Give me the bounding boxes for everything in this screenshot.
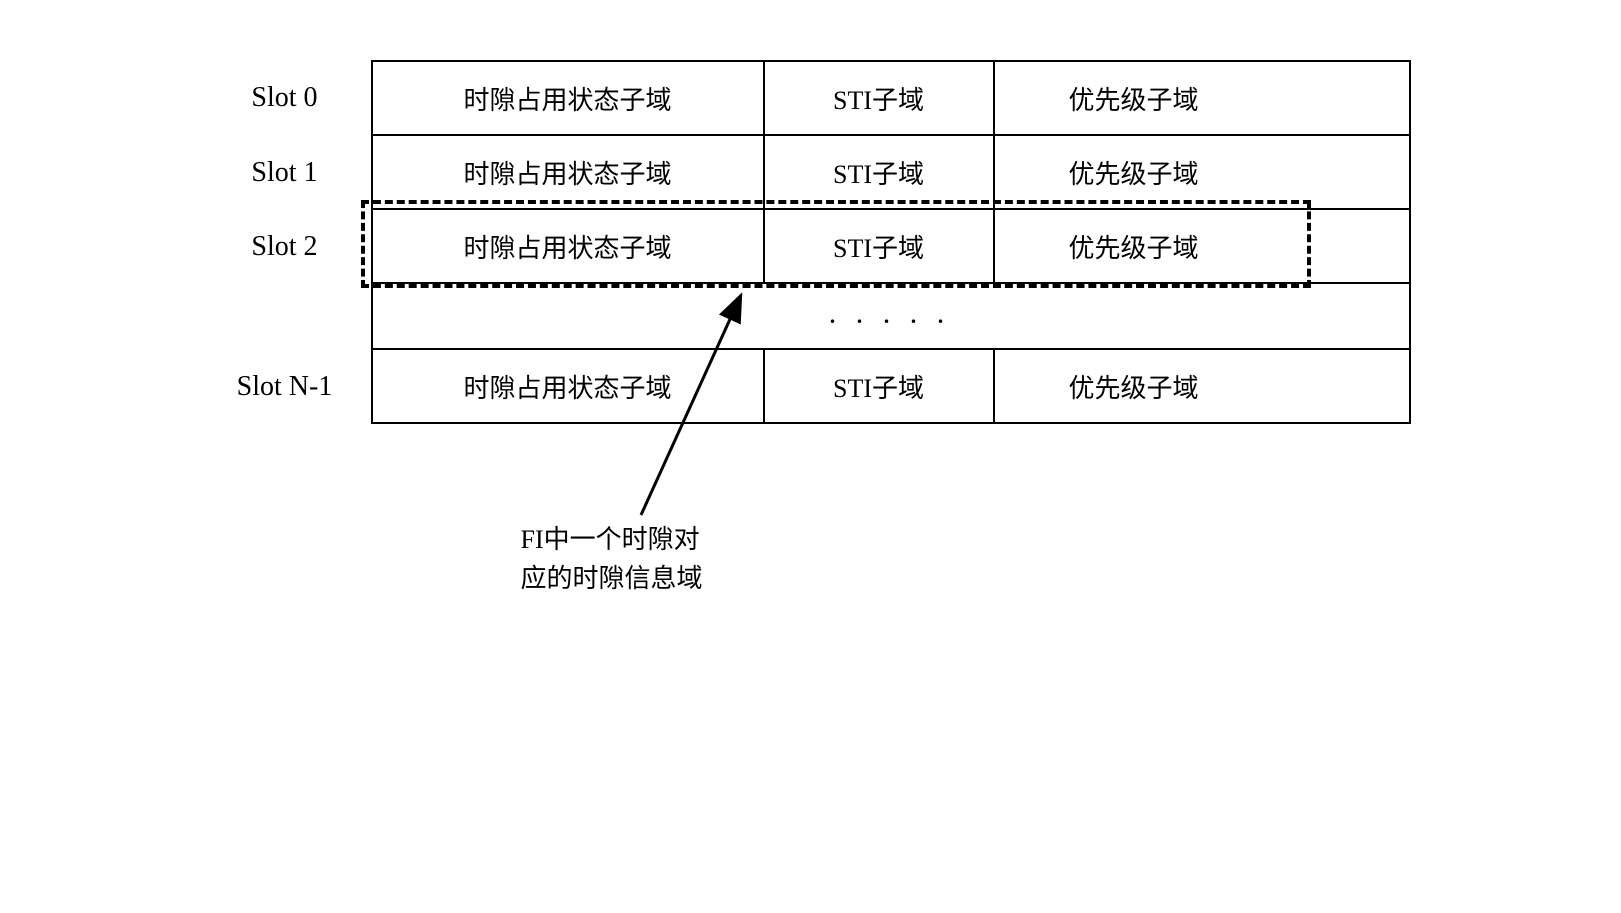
cell-occupation-subfield: 时隙占用状态子域 (373, 62, 763, 134)
table-row: Slot 0 时隙占用状态子域 STI子域 优先级子域 (211, 60, 1411, 136)
caption-line-2: 应的时隙信息域 (521, 559, 703, 598)
cell-sti-subfield: STI子域 (763, 136, 993, 208)
table-row-ellipsis: . . . . . (211, 284, 1411, 350)
row-label-empty (211, 284, 371, 350)
cell-sti-subfield: STI子域 (763, 62, 993, 134)
row-label-slot-1: Slot 1 (211, 136, 371, 210)
slot-frame-diagram: Slot 0 时隙占用状态子域 STI子域 优先级子域 Slot 1 时隙占用状… (211, 60, 1411, 424)
cell-occupation-subfield: 时隙占用状态子域 (373, 136, 763, 208)
caption-line-1: FI中一个时隙对 (521, 520, 703, 559)
cell-priority-subfield: 优先级子域 (993, 350, 1273, 422)
cell-priority-subfield: 优先级子域 (993, 136, 1273, 208)
cell-occupation-subfield: 时隙占用状态子域 (373, 350, 763, 422)
table-row: Slot 1 时隙占用状态子域 STI子域 优先级子域 (211, 136, 1411, 210)
cell-sti-subfield: STI子域 (763, 350, 993, 422)
cell-ellipsis: . . . . . (373, 284, 1409, 348)
table-row-highlighted: Slot 2 时隙占用状态子域 STI子域 优先级子域 (211, 210, 1411, 284)
cell-priority-subfield: 优先级子域 (993, 210, 1273, 282)
cell-occupation-subfield: 时隙占用状态子域 (373, 210, 763, 282)
row-label-slot-n-1: Slot N-1 (211, 350, 371, 424)
row-cells: 时隙占用状态子域 STI子域 优先级子域 (371, 210, 1411, 284)
row-cells: . . . . . (371, 284, 1411, 350)
row-cells: 时隙占用状态子域 STI子域 优先级子域 (371, 350, 1411, 424)
cell-sti-subfield: STI子域 (763, 210, 993, 282)
row-label-slot-0: Slot 0 (211, 60, 371, 136)
row-label-slot-2: Slot 2 (211, 210, 371, 284)
row-cells: 时隙占用状态子域 STI子域 优先级子域 (371, 136, 1411, 210)
callout-caption: FI中一个时隙对 应的时隙信息域 (521, 520, 703, 598)
table-row: Slot N-1 时隙占用状态子域 STI子域 优先级子域 (211, 350, 1411, 424)
row-cells: 时隙占用状态子域 STI子域 优先级子域 (371, 60, 1411, 136)
slot-table: Slot 0 时隙占用状态子域 STI子域 优先级子域 Slot 1 时隙占用状… (211, 60, 1411, 424)
cell-priority-subfield: 优先级子域 (993, 62, 1273, 134)
